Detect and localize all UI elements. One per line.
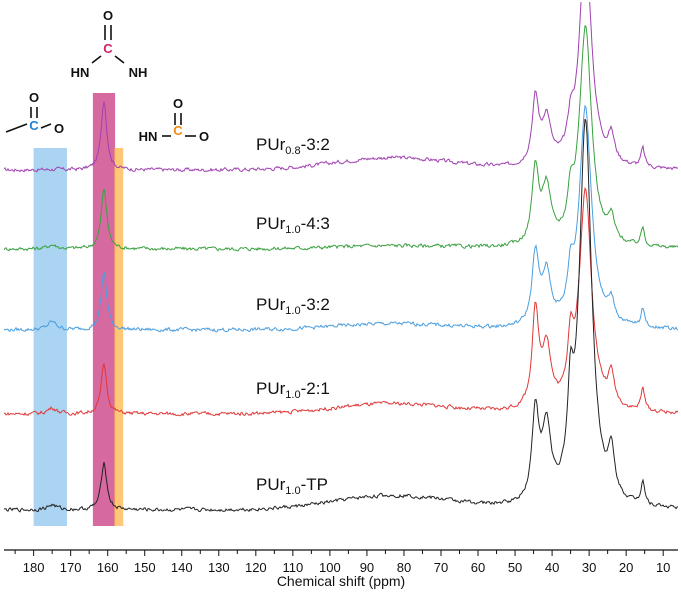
urethane-oxygen-ester: O <box>199 129 209 144</box>
ester-carbon: C <box>29 118 39 133</box>
ester-oxygen: O <box>29 90 39 105</box>
spectrum-line-2 <box>4 24 678 252</box>
x-tick-label: 10 <box>656 560 670 575</box>
urea-oxygen: O <box>103 8 113 23</box>
x-tick-label: 160 <box>97 560 119 575</box>
band-ester-carbonyl <box>33 148 67 526</box>
x-axis: 180 170 160 150 140 130 120 110 100 90 80 70 60 50 40 3… <box>4 549 678 575</box>
series-label-5: PUr1.0-TP <box>256 475 328 497</box>
x-tick-label: 120 <box>245 560 267 575</box>
x-tick-label: 80 <box>397 560 411 575</box>
band-urethane-carbonyl <box>114 148 124 526</box>
x-tick-label: 150 <box>134 560 156 575</box>
x-tick-label: 140 <box>171 560 193 575</box>
band-urea-carbonyl <box>92 93 116 526</box>
urea-nh-right: NH <box>129 65 148 80</box>
x-axis-title: Chemical shift (ppm) <box>277 573 405 589</box>
x-tick-label: 90 <box>360 560 374 575</box>
x-tick-label: 180 <box>23 560 45 575</box>
x-tick-label: 40 <box>545 560 559 575</box>
x-tick-label: 50 <box>508 560 522 575</box>
spectrum-line-4 <box>4 186 678 417</box>
x-tick-label: 100 <box>319 560 341 575</box>
x-tick-label: 30 <box>582 560 596 575</box>
series-labels: PUr0.8-3:2 PUr1.0-4:3 PUr1.0-3:2 PUr1.0-2:1… <box>256 135 330 497</box>
highlight-bands <box>33 93 124 526</box>
x-tick-label: 20 <box>619 560 633 575</box>
urethane-oxygen: O <box>173 96 183 111</box>
x-tick-label: 110 <box>282 560 303 575</box>
series-label-1: PUr0.8-3:2 <box>256 135 330 157</box>
spectrum-line-1 <box>4 2 678 173</box>
spectrum-line-5 <box>4 118 678 513</box>
urethane-nh: HN <box>139 129 158 144</box>
series-label-3: PUr1.0-3:2 <box>256 295 330 317</box>
spectra-lines <box>4 2 678 513</box>
spectrum-line-3 <box>4 104 678 333</box>
series-label-2: PUr1.0-4:3 <box>256 214 330 236</box>
urea-carbon: C <box>103 41 113 56</box>
series-label-4: PUr1.0-2:1 <box>256 379 330 401</box>
urea-nh-left: HN <box>71 65 90 80</box>
x-tick-label: 70 <box>434 560 448 575</box>
ester-oxygen-single: O <box>54 121 64 136</box>
x-tick-label: 130 <box>208 560 230 575</box>
urethane-carbon: C <box>173 123 183 138</box>
x-tick-label: 60 <box>471 560 485 575</box>
x-tick-label: 170 <box>60 560 82 575</box>
